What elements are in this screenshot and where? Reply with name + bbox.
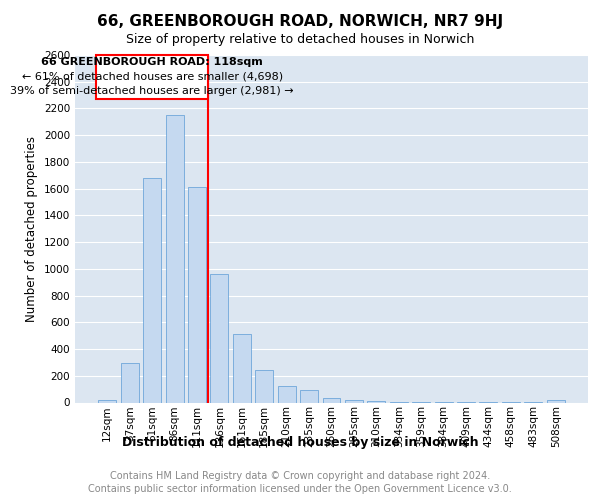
Bar — [278, 386, 296, 402]
Bar — [211, 274, 229, 402]
Bar — [345, 400, 363, 402]
Text: ← 61% of detached houses are smaller (4,698): ← 61% of detached houses are smaller (4,… — [22, 71, 283, 81]
Bar — [121, 363, 139, 403]
Bar — [233, 334, 251, 402]
Text: Distribution of detached houses by size in Norwich: Distribution of detached houses by size … — [122, 436, 478, 449]
Y-axis label: Number of detached properties: Number of detached properties — [25, 136, 38, 322]
Text: Size of property relative to detached houses in Norwich: Size of property relative to detached ho… — [126, 32, 474, 46]
Bar — [300, 390, 318, 402]
Text: Contains HM Land Registry data © Crown copyright and database right 2024.: Contains HM Land Registry data © Crown c… — [110, 471, 490, 481]
Text: Contains public sector information licensed under the Open Government Licence v3: Contains public sector information licen… — [88, 484, 512, 494]
Text: 66, GREENBOROUGH ROAD, NORWICH, NR7 9HJ: 66, GREENBOROUGH ROAD, NORWICH, NR7 9HJ — [97, 14, 503, 29]
Bar — [96, 55, 208, 99]
Bar — [166, 115, 184, 403]
Bar — [547, 400, 565, 402]
Bar — [188, 188, 206, 402]
Text: 66 GREENBOROUGH ROAD: 118sqm: 66 GREENBOROUGH ROAD: 118sqm — [41, 56, 263, 66]
Bar — [323, 398, 340, 402]
Bar — [143, 178, 161, 402]
Bar — [98, 400, 116, 402]
Text: 39% of semi-detached houses are larger (2,981) →: 39% of semi-detached houses are larger (… — [10, 86, 294, 96]
Bar — [255, 370, 273, 402]
